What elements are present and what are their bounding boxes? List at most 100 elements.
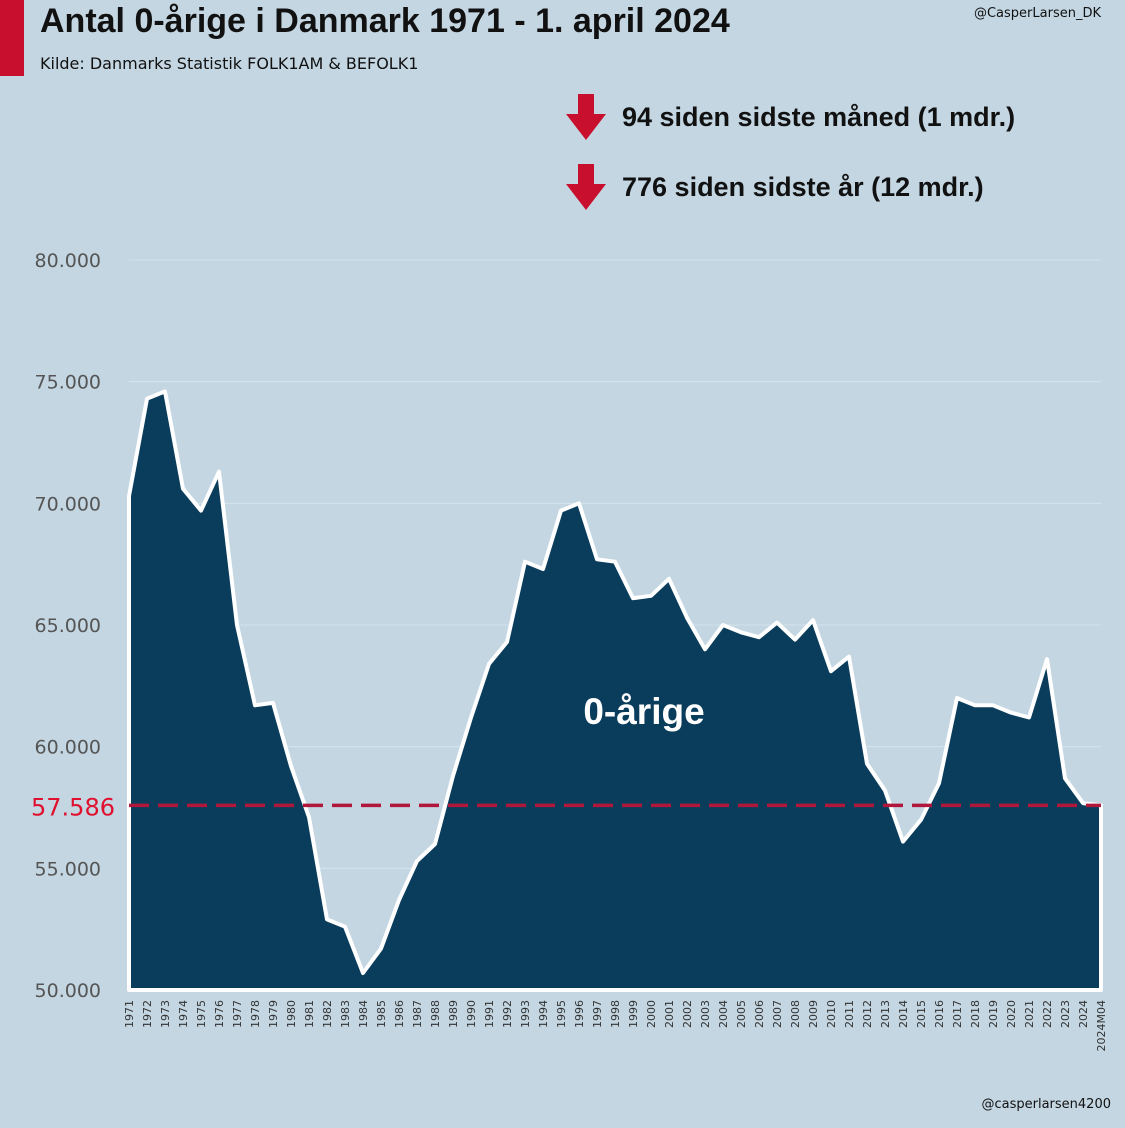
data-point — [325, 917, 329, 921]
x-tick-label: 2012 — [861, 1000, 874, 1028]
x-tick-label: 1992 — [501, 1000, 514, 1028]
data-point — [1027, 716, 1031, 720]
x-tick-label: 2022 — [1041, 1000, 1054, 1028]
title-accent-bar — [0, 0, 24, 76]
y-tick-label: 65.000 — [35, 615, 101, 637]
x-tick-label: 1999 — [627, 1000, 640, 1028]
data-point — [451, 774, 455, 778]
x-tick-label: 1983 — [339, 1000, 352, 1028]
x-tick-label: 1993 — [519, 1000, 532, 1028]
chart-title: Antal 0-årige i Danmark 1971 - 1. april … — [40, 2, 730, 40]
x-tick-label: 1995 — [555, 1000, 568, 1028]
data-point — [433, 842, 437, 846]
arrow-down-icon — [566, 94, 606, 140]
data-point — [361, 971, 365, 975]
data-point — [883, 789, 887, 793]
x-tick-label: 1975 — [195, 1000, 208, 1028]
data-point — [1081, 801, 1085, 805]
series-outline-line — [127, 389, 1103, 992]
x-tick-label: 1982 — [321, 1000, 334, 1028]
x-tick-label: 2006 — [753, 1000, 766, 1028]
data-point — [955, 696, 959, 700]
x-tick-label: 1998 — [609, 1000, 622, 1028]
x-tick-label: 2009 — [807, 1000, 820, 1028]
x-tick-label: 2003 — [699, 1000, 712, 1028]
area-label: 0-årige — [583, 691, 704, 732]
x-tick-label: 2019 — [987, 1000, 1000, 1028]
data-point — [649, 594, 653, 598]
x-tick-label: 1985 — [375, 1000, 388, 1028]
stat-monthly-text: 94 siden sidste måned (1 mdr.) — [622, 101, 1016, 132]
x-tick-label: 2021 — [1023, 1000, 1036, 1028]
data-point — [217, 470, 221, 474]
x-tick-label: 1976 — [213, 1000, 226, 1028]
data-point — [919, 818, 923, 822]
y-tick-label: 60.000 — [35, 737, 101, 759]
y-tick-label: 80.000 — [35, 250, 101, 272]
x-tick-label: 2002 — [681, 1000, 694, 1028]
x-tick-label: 1986 — [393, 1000, 406, 1028]
data-point — [1045, 657, 1049, 661]
data-point — [631, 596, 635, 600]
x-tick-label: 2020 — [1005, 1000, 1018, 1028]
x-tick-label: 2023 — [1059, 1000, 1072, 1028]
x-tick-label: 1981 — [303, 1000, 316, 1028]
x-tick-label: 2013 — [879, 1000, 892, 1028]
data-point — [505, 640, 509, 644]
x-tick-label: 1974 — [177, 1000, 190, 1028]
x-tick-label: 1979 — [267, 1000, 280, 1028]
data-point — [343, 925, 347, 929]
author-handle-top: @CasperLarsen_DK — [973, 6, 1101, 21]
x-tick-label: 2015 — [915, 1000, 928, 1028]
x-tick-label: 2017 — [951, 1000, 964, 1028]
data-point — [973, 703, 977, 707]
x-tick-label: 1991 — [483, 1000, 496, 1028]
x-tick-label: 1978 — [249, 1000, 262, 1028]
data-point — [271, 701, 275, 705]
x-tick-label: 2024M04 — [1095, 1000, 1108, 1051]
stat-yearly-change: 776 siden sidste år (12 mdr.) — [566, 164, 984, 210]
data-point — [991, 703, 995, 707]
data-point — [127, 494, 131, 498]
x-tick-label: 1996 — [573, 1000, 586, 1028]
x-tick-label: 1984 — [357, 1000, 370, 1028]
data-point — [541, 567, 545, 571]
x-tick-label: 2005 — [735, 1000, 748, 1028]
data-point — [145, 397, 149, 401]
author-handle-bottom: @casperlarsen4200 — [981, 1097, 1112, 1112]
data-point — [685, 616, 689, 620]
x-tick-label: 1997 — [591, 1000, 604, 1028]
data-point — [415, 859, 419, 863]
data-point — [721, 623, 725, 627]
data-point — [379, 947, 383, 951]
x-tick-label: 2016 — [933, 1000, 946, 1028]
data-point — [397, 898, 401, 902]
source-subtitle: Kilde: Danmarks Statistik FOLK1AM & BEFO… — [40, 54, 419, 73]
x-tick-label: 2000 — [645, 1000, 658, 1028]
data-point — [469, 716, 473, 720]
data-point — [901, 840, 905, 844]
data-point — [613, 560, 617, 564]
x-tick-label: 1972 — [141, 1000, 154, 1028]
x-tick-label: 1988 — [429, 1000, 442, 1028]
data-point — [487, 662, 491, 666]
data-point — [289, 764, 293, 768]
x-tick-label: 1989 — [447, 1000, 460, 1028]
data-point — [199, 509, 203, 513]
x-tick-label: 1973 — [159, 1000, 172, 1028]
x-tick-label: 1971 — [123, 1000, 136, 1028]
reference-line-label: 57.586 — [31, 793, 115, 821]
x-tick-label: 1990 — [465, 1000, 478, 1028]
data-point — [253, 703, 257, 707]
data-point — [1009, 711, 1013, 715]
data-point — [793, 638, 797, 642]
data-point — [559, 509, 563, 513]
data-point — [163, 389, 167, 393]
x-tick-label: 2018 — [969, 1000, 982, 1028]
x-tick-label: 2001 — [663, 1000, 676, 1028]
data-point — [775, 621, 779, 625]
x-tick-label: 2014 — [897, 1000, 910, 1028]
stat-yearly-text: 776 siden sidste år (12 mdr.) — [622, 171, 984, 202]
data-point — [829, 669, 833, 673]
data-point — [523, 560, 527, 564]
